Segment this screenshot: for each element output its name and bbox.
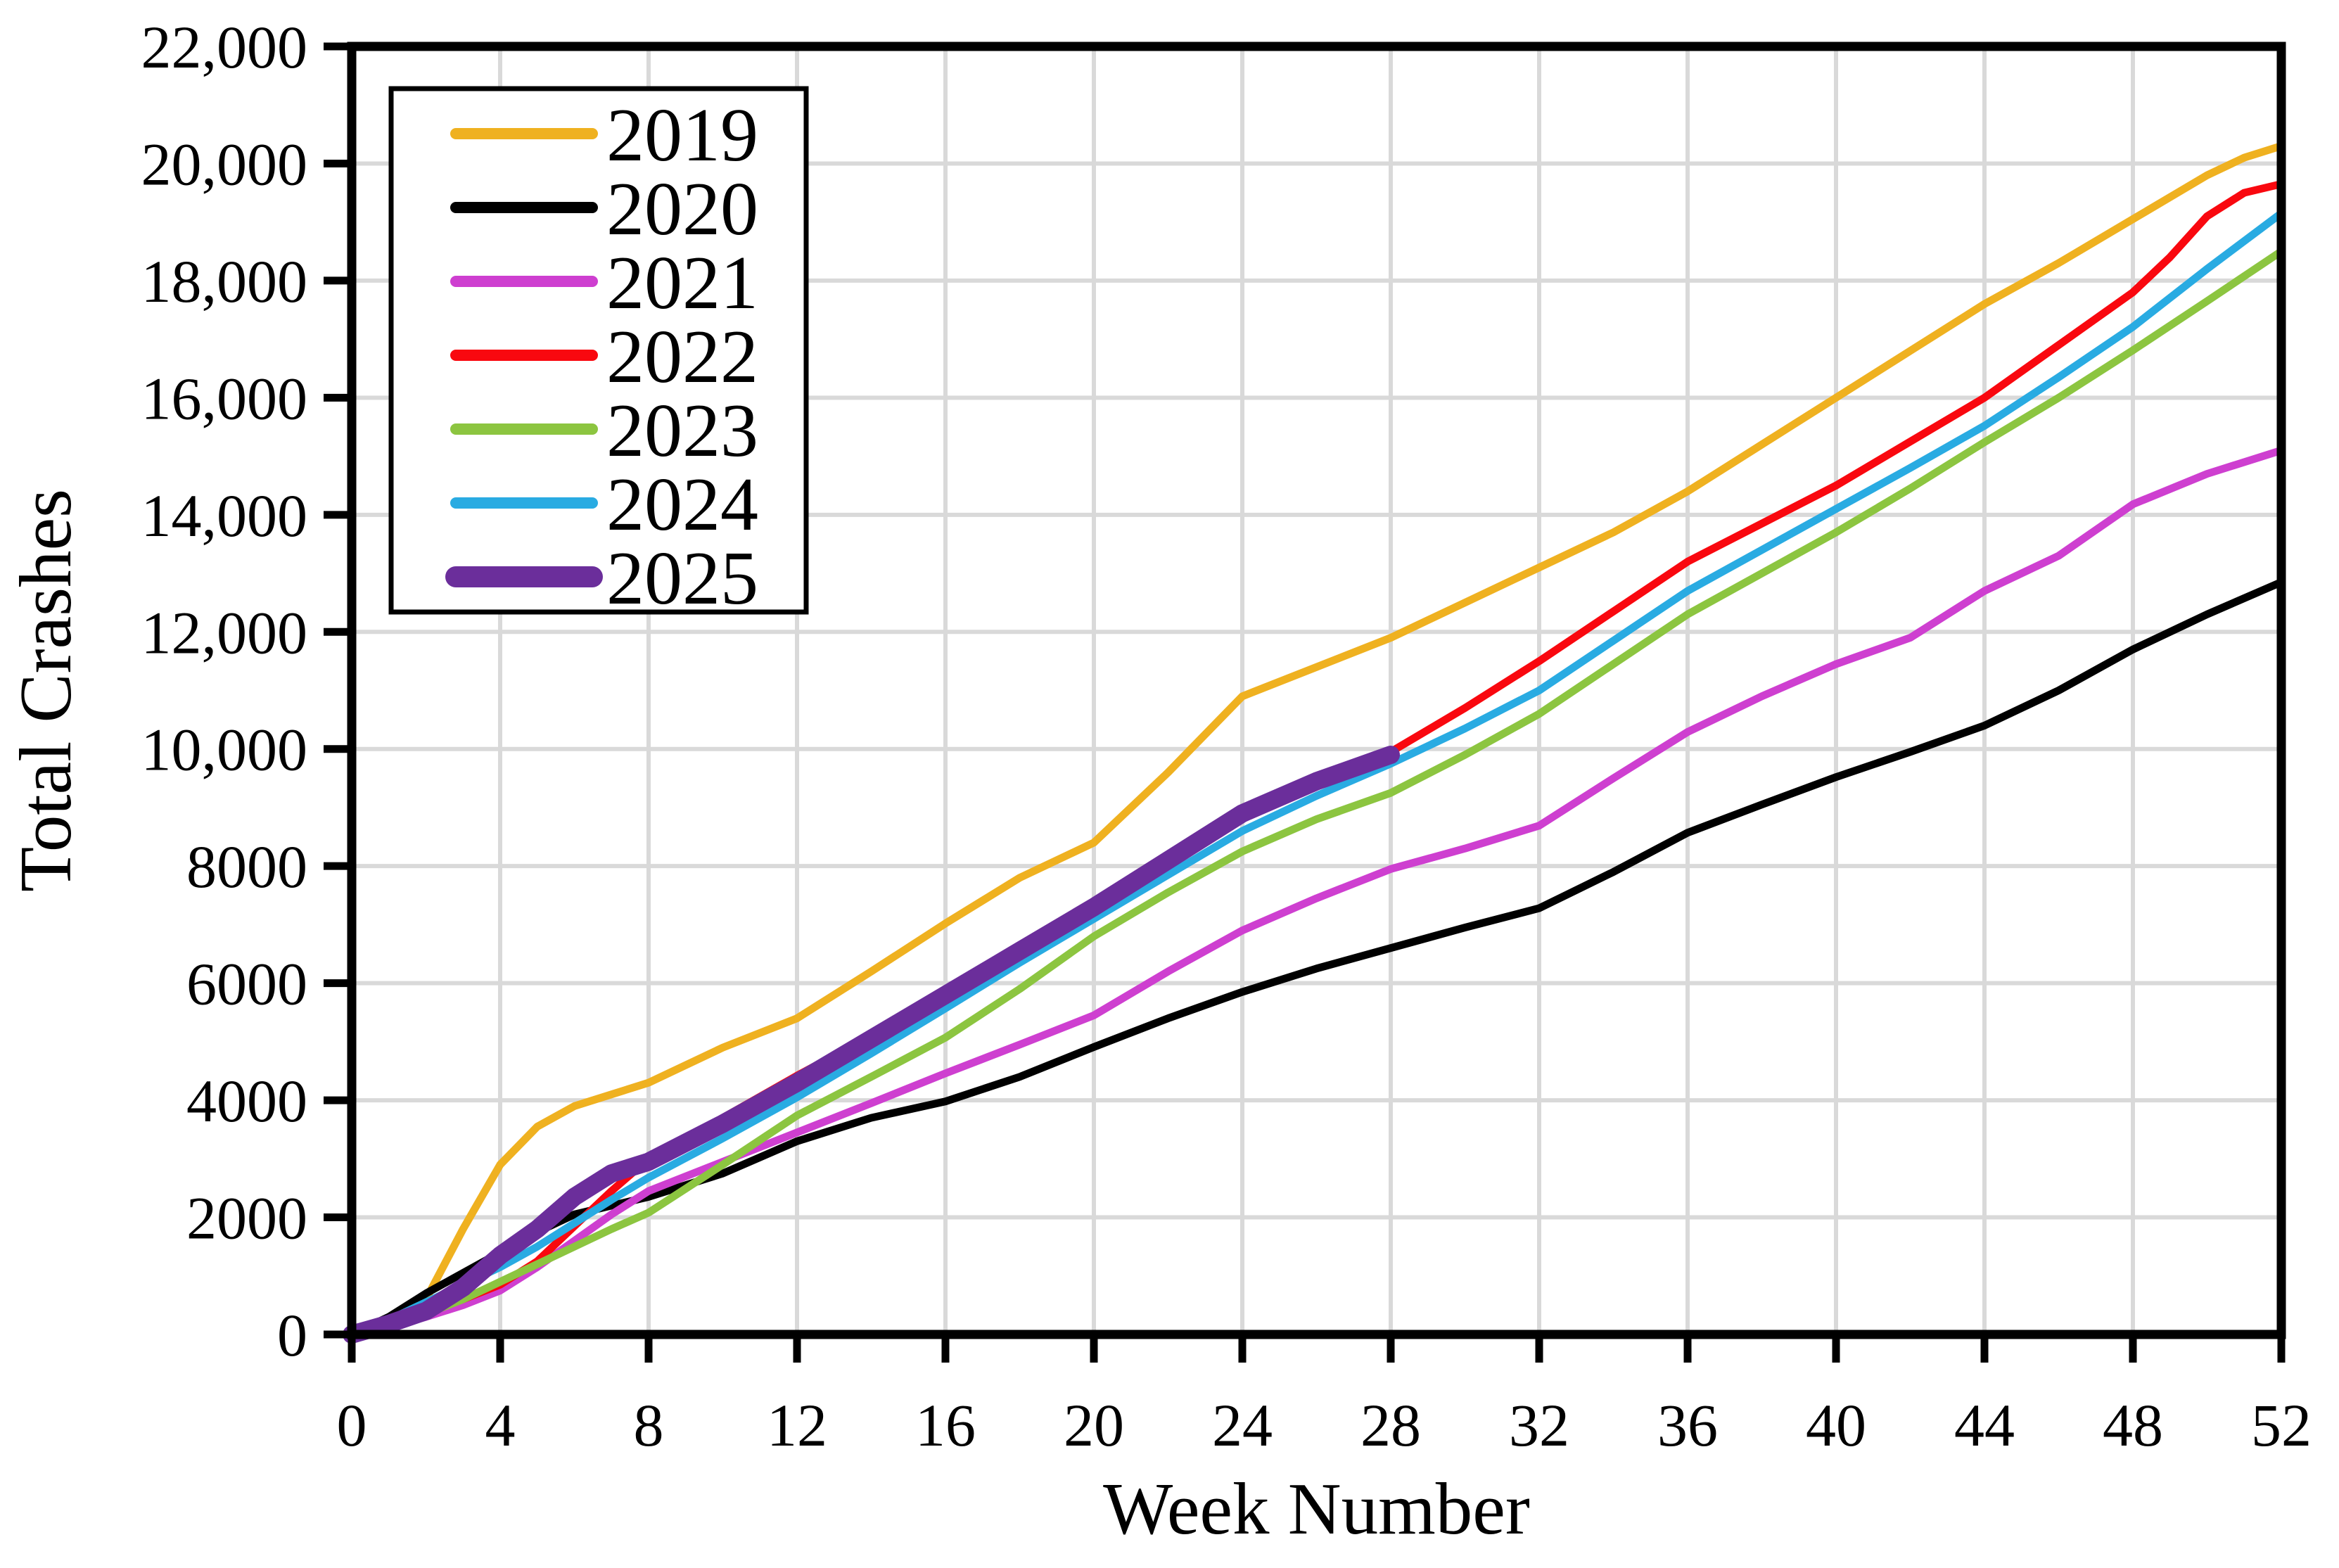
series-line-2024 [348, 209, 2286, 1339]
legend-label-2023: 2023 [606, 389, 758, 473]
x-tick-label-8: 8 [634, 1391, 664, 1459]
x-tick-label-52: 52 [2251, 1391, 2312, 1459]
series-line-2023 [348, 247, 2286, 1339]
x-tick-label-0: 0 [337, 1391, 367, 1459]
series-line-2020 [348, 578, 2286, 1339]
y-tick-label-0: 0 [277, 1301, 307, 1369]
plot-border [347, 42, 2286, 1339]
y-tick-label-8000: 8000 [186, 833, 307, 900]
gridlines [352, 46, 2281, 1334]
legend-label-2019: 2019 [606, 94, 758, 177]
y-tick-label-20,000: 20,000 [141, 130, 308, 198]
legend-label-2024: 2024 [606, 463, 758, 547]
y-tick-label-6000: 6000 [186, 950, 307, 1018]
y-tick-label-18,000: 18,000 [141, 248, 308, 315]
legend-label-2020: 2020 [606, 167, 758, 251]
axis-ticks: 0 4 8 12 16 20 24 28 32 36 40 44 48 52020004000600080… [141, 13, 2312, 1459]
legend-item-2022: 2022 [450, 315, 758, 399]
legend-item-2019: 2019 [450, 94, 758, 177]
x-tick-label-44: 44 [1954, 1391, 2015, 1459]
x-tick-label-12: 12 [767, 1391, 827, 1459]
x-tick-label-40: 40 [1806, 1391, 1866, 1459]
legend-item-2023: 2023 [450, 389, 758, 473]
x-tick-label-28: 28 [1360, 1391, 1421, 1459]
legend-label-2022: 2022 [606, 315, 758, 399]
x-tick-label-4: 4 [485, 1391, 516, 1459]
y-axis-title: Total Crashes [4, 489, 87, 892]
legend-item-2025: 2025 [445, 537, 758, 620]
y-tick-label-16,000: 16,000 [141, 364, 308, 432]
y-tick-label-12,000: 12,000 [141, 599, 308, 666]
legend-label-2025: 2025 [606, 537, 758, 620]
x-tick-label-32: 32 [1509, 1391, 1569, 1459]
legend-label-2021: 2021 [606, 241, 758, 325]
series-line-2019 [348, 141, 2286, 1339]
x-tick-label-20: 20 [1064, 1391, 1124, 1459]
y-tick-label-2000: 2000 [186, 1185, 307, 1252]
x-tick-label-48: 48 [2103, 1391, 2163, 1459]
y-tick-label-4000: 4000 [186, 1067, 307, 1135]
y-tick-label-10,000: 10,000 [141, 716, 308, 784]
x-tick-label-36: 36 [1657, 1391, 1718, 1459]
series-line-2025 [343, 746, 1400, 1344]
series-lines [343, 141, 2286, 1344]
legend-item-2021: 2021 [450, 241, 758, 325]
legend-item-2020: 2020 [450, 167, 758, 251]
x-tick-label-16: 16 [915, 1391, 976, 1459]
x-axis-title: Week Number [1103, 1467, 1530, 1550]
y-tick-label-22,000: 22,000 [141, 13, 308, 81]
x-tick-label-24: 24 [1212, 1391, 1273, 1459]
legend-item-2024: 2024 [450, 463, 758, 547]
y-tick-label-14,000: 14,000 [141, 482, 308, 549]
